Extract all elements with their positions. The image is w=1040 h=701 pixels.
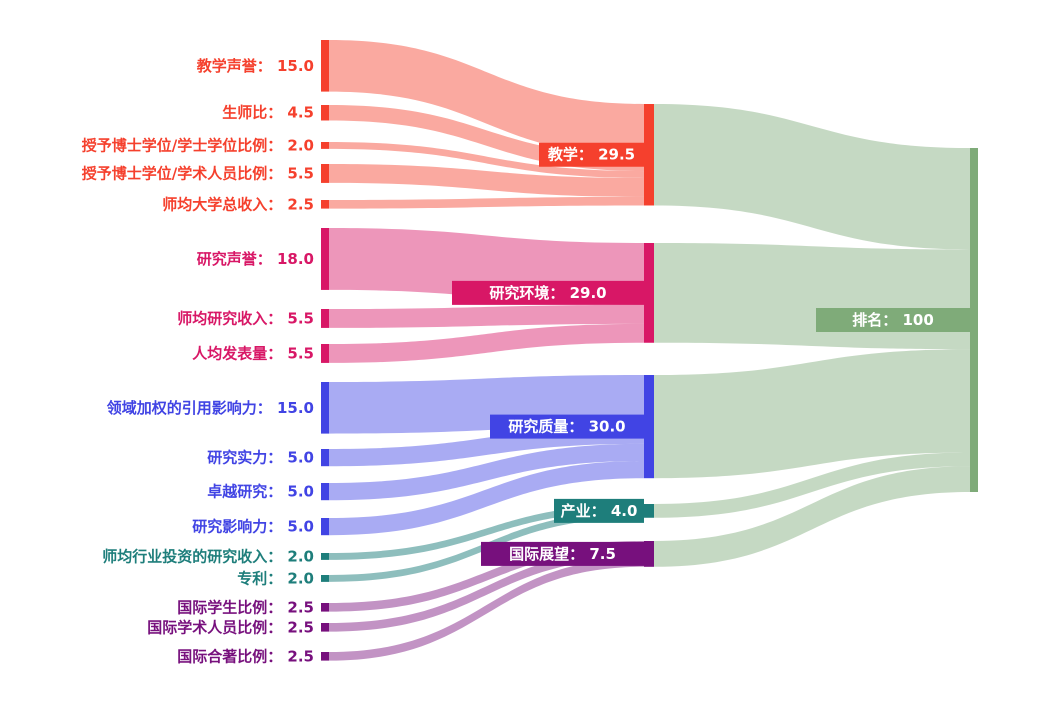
node-bar-res_excel — [321, 483, 329, 501]
node-bar-intl_outlook — [644, 541, 654, 567]
label-box-intl_outlook — [481, 541, 644, 566]
label-res_quality: 研究质量： 30.0 — [508, 418, 625, 436]
node-bar-stu_staff — [321, 105, 329, 121]
node-bar-intl_stu — [321, 603, 329, 612]
node-bar-intl_staff — [321, 623, 329, 632]
label-industry: 产业： 4.0 — [561, 502, 638, 520]
flow-phd_bach-teaching — [329, 142, 644, 178]
node-bar-res_strength — [321, 449, 329, 467]
flow-intl_coauth-intl_outlook — [329, 558, 644, 661]
flow-intl_outlook-rank — [654, 466, 970, 567]
label-res_strength: 研究实力： 5.0 — [207, 449, 314, 467]
node-bar-teaching — [644, 104, 654, 206]
label-box-res_env — [452, 280, 644, 305]
node-bar-res_infl — [321, 518, 329, 536]
flow-intl_stu-intl_outlook — [329, 541, 644, 612]
label-box-teaching — [539, 142, 644, 167]
flow-res_excel-res_quality — [329, 443, 644, 501]
node-bar-rank — [970, 148, 978, 492]
node-bar-patents — [321, 575, 329, 582]
node-bar-ind_income — [321, 553, 329, 560]
label-intl_outlook: 国际展望： 7.5 — [509, 545, 616, 563]
label-res_excel: 卓越研究： 5.0 — [207, 483, 314, 501]
label-phd_bach: 授予博士学位/学士学位比例： 2.0 — [82, 136, 314, 154]
label-ind_income: 师均行业投资的研究收入： 2.0 — [102, 547, 314, 565]
flow-res_income-res_env — [329, 304, 644, 328]
node-bar-res_env — [644, 243, 654, 343]
label-stu_staff: 生师比： 4.5 — [222, 104, 314, 122]
label-res_env: 研究环境： 29.0 — [489, 284, 606, 302]
label-teaching: 教学： 29.5 — [547, 146, 635, 164]
node-bar-res_income — [321, 309, 329, 328]
flow-ind_income-industry — [329, 504, 644, 560]
node-bar-phd_staff — [321, 164, 329, 183]
label-phd_staff: 授予博士学位/学术人员比例： 5.5 — [82, 164, 314, 182]
label-inst_income: 师均大学总收入： 2.5 — [162, 195, 314, 213]
label-fwci: 领域加权的引用影响力： 15.0 — [106, 399, 314, 417]
node-bar-teach_rep — [321, 40, 329, 92]
flow-intl_staff-intl_outlook — [329, 549, 644, 632]
node-bar-fwci — [321, 382, 329, 434]
flow-teach_rep-teaching — [329, 40, 644, 156]
flow-pubs-res_env — [329, 323, 644, 363]
label-box-industry — [554, 498, 644, 523]
flow-inst_income-teaching — [329, 196, 644, 209]
label-intl_coauth: 国际合著比例： 2.5 — [177, 647, 314, 665]
label-patents: 专利： 2.0 — [237, 569, 314, 587]
label-res_income: 师均研究收入： 5.5 — [177, 309, 314, 327]
node-bar-res_rep — [321, 228, 329, 290]
flow-teaching-rank — [654, 104, 970, 250]
flow-res_quality-rank — [654, 349, 970, 479]
label-box-rank — [816, 308, 970, 332]
node-bar-phd_bach — [321, 142, 329, 149]
label-pubs: 人均发表量： 5.5 — [192, 344, 314, 362]
label-rank: 排名： 100 — [852, 311, 934, 329]
label-res_rep: 研究声誉： 18.0 — [197, 250, 314, 268]
node-bar-res_quality — [644, 375, 654, 479]
label-res_infl: 研究影响力： 5.0 — [192, 518, 314, 536]
label-box-res_quality — [490, 414, 644, 439]
flow-industry-rank — [654, 452, 970, 518]
flow-res_env-rank — [654, 243, 970, 350]
flow-res_infl-res_quality — [329, 461, 644, 536]
label-teach_rep: 教学声誉： 15.0 — [196, 57, 314, 75]
label-intl_stu: 国际学生比例： 2.5 — [177, 598, 314, 616]
label-intl_staff: 国际学术人员比例： 2.5 — [147, 618, 314, 636]
node-bar-pubs — [321, 344, 329, 363]
flow-phd_staff-teaching — [329, 164, 644, 197]
node-bar-intl_coauth — [321, 652, 329, 661]
node-bar-inst_income — [321, 200, 329, 209]
node-bar-industry — [644, 504, 654, 518]
